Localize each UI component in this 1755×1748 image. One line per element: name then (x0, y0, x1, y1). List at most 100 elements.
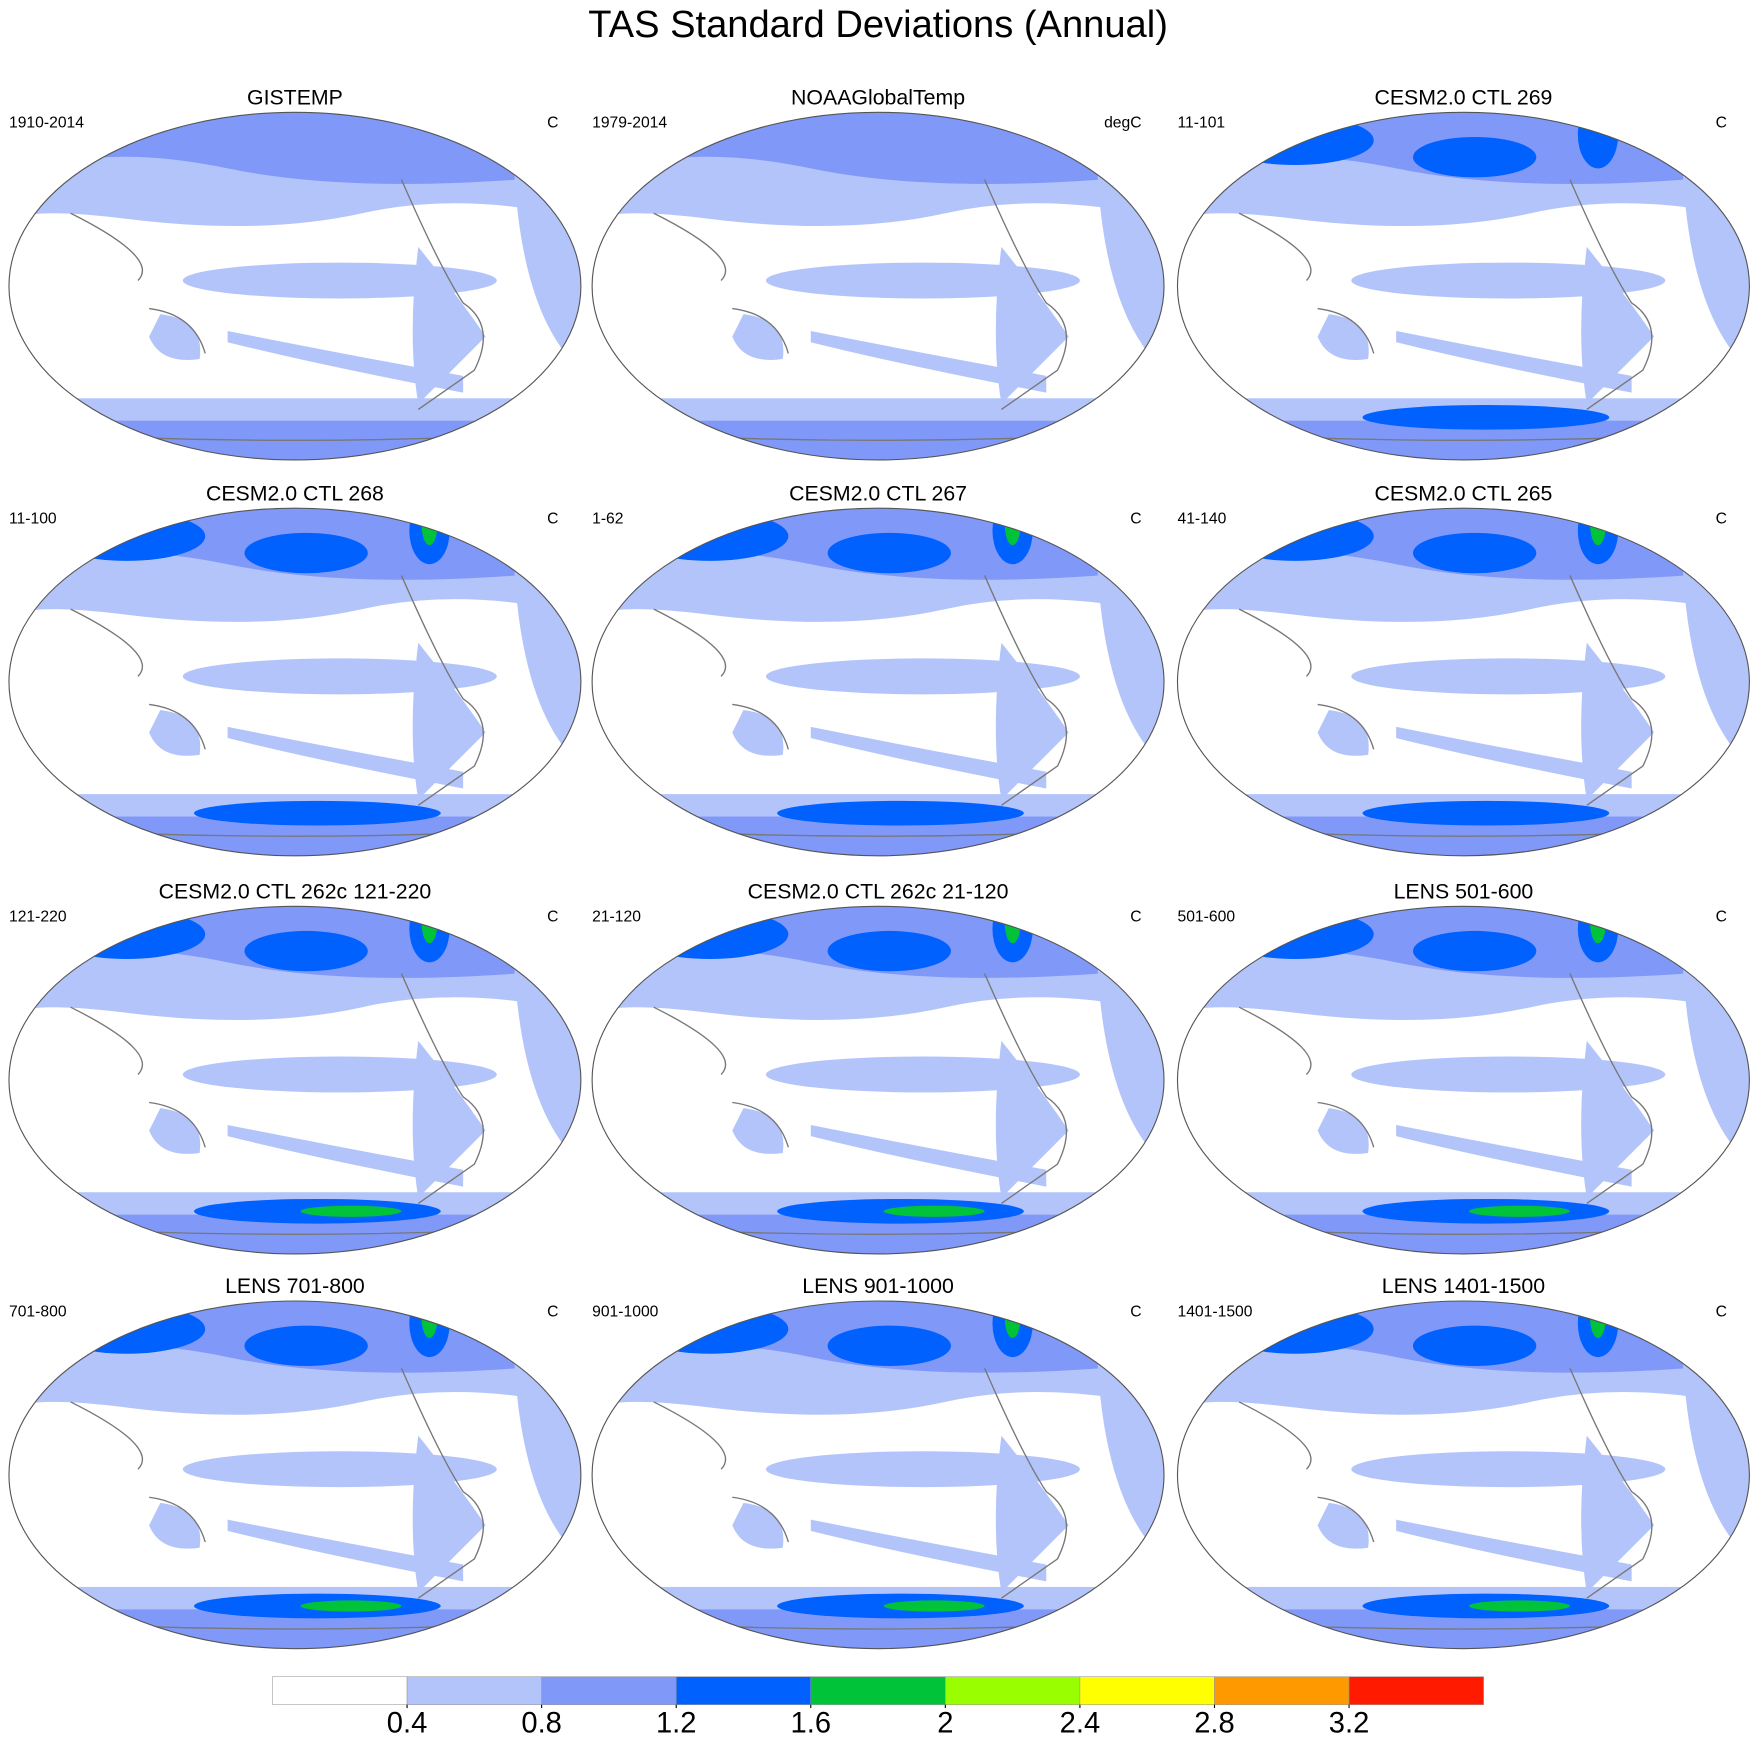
map-border (1176, 1300, 1750, 1650)
panel-units: C (1716, 511, 1727, 528)
shade (1412, 532, 1537, 574)
panel-units: C (1716, 909, 1727, 926)
panel-period: 901-1000 (592, 1303, 659, 1320)
coast (592, 575, 1165, 837)
panel-period: 1979-2014 (592, 115, 667, 132)
shade (732, 1502, 784, 1549)
shade (1412, 136, 1537, 178)
shade (827, 1325, 951, 1367)
shade (995, 1435, 1069, 1593)
shade (827, 930, 951, 972)
map-border (591, 1300, 1165, 1650)
panel-period: 11-100 (9, 511, 57, 528)
map-border (8, 507, 582, 857)
panel-period: 1-62 (592, 511, 623, 528)
map-border (591, 905, 1165, 1255)
shade (513, 553, 581, 767)
shade (149, 314, 201, 360)
shade (412, 642, 486, 800)
shade (48, 1304, 206, 1354)
shade (300, 1205, 402, 1217)
shade (412, 1040, 486, 1198)
shade (1577, 112, 1619, 169)
shade (421, 1300, 438, 1339)
panel-period: 501-600 (1177, 909, 1235, 926)
shade (1412, 1325, 1537, 1367)
shade (1412, 930, 1537, 972)
shade (1396, 330, 1632, 393)
shade (1096, 157, 1165, 371)
shade (513, 157, 581, 371)
panel-units: C (547, 115, 558, 132)
colorbar-label: 2 (937, 1708, 953, 1740)
shade (631, 909, 789, 959)
shade (149, 1108, 201, 1154)
shade (1317, 1108, 1369, 1154)
map (8, 112, 581, 460)
coast (592, 179, 1165, 441)
panel-title: LENS 701-800 (225, 1274, 365, 1298)
colorbar-box (1214, 1676, 1350, 1705)
figure-title: TAS Standard Deviations (Annual) (588, 3, 1168, 46)
map-border (8, 1300, 582, 1650)
map-border (591, 507, 1165, 857)
shade (1362, 800, 1610, 826)
shade (149, 710, 201, 756)
shade (1216, 909, 1374, 959)
panel-period: 21-120 (592, 909, 641, 926)
colorbar-box (541, 1676, 677, 1705)
shade (732, 1108, 784, 1154)
shade (244, 930, 368, 972)
map-border (1176, 507, 1750, 857)
panel-units: C (547, 511, 558, 528)
shade (1590, 906, 1606, 944)
panel-units: C (1130, 511, 1141, 528)
shade (1581, 1435, 1655, 1593)
shade (1581, 1040, 1655, 1198)
colorbar-label: 0.8 (521, 1708, 562, 1740)
shade (1396, 726, 1632, 789)
shade (1096, 1345, 1165, 1559)
panel-units: C (1130, 1303, 1141, 1320)
coast (8, 973, 581, 1235)
shade (227, 726, 464, 789)
shade (1096, 553, 1165, 767)
coast (1177, 575, 1750, 837)
shade (412, 246, 486, 404)
shade (1682, 157, 1750, 371)
colorbar-box (1079, 1676, 1215, 1705)
panel-period: 11-101 (1177, 115, 1225, 132)
panel-title: CESM2.0 CTL 262c 21-120 (748, 879, 1009, 903)
shade (1396, 1124, 1632, 1187)
shade (244, 532, 368, 574)
shade (732, 314, 784, 360)
colorbar-label: 1.2 (656, 1708, 697, 1740)
panel-period: 701-800 (9, 1303, 67, 1320)
map (1177, 112, 1750, 460)
shade (227, 1519, 464, 1582)
map-border (1176, 111, 1750, 461)
shade (244, 1325, 368, 1367)
coast (592, 973, 1165, 1235)
colorbar-box (675, 1676, 812, 1705)
panel-units: degC (1104, 115, 1142, 132)
colorbar-label: 1.6 (791, 1708, 832, 1740)
shade (48, 909, 206, 959)
coast (8, 1368, 581, 1630)
panel-title: LENS 901-1000 (802, 1274, 954, 1298)
colorbar-box (1348, 1676, 1484, 1705)
shade (412, 1435, 486, 1593)
shade (194, 800, 441, 826)
coast (8, 179, 581, 441)
map-border (8, 111, 582, 461)
shade (48, 511, 206, 561)
shade (1396, 1519, 1632, 1582)
shade (631, 511, 789, 561)
shade (777, 800, 1024, 826)
shade (1362, 404, 1610, 430)
shade (1469, 1600, 1570, 1612)
shade (300, 1600, 402, 1612)
shade (8, 420, 581, 460)
map-border (591, 111, 1165, 461)
coast (592, 1368, 1165, 1630)
